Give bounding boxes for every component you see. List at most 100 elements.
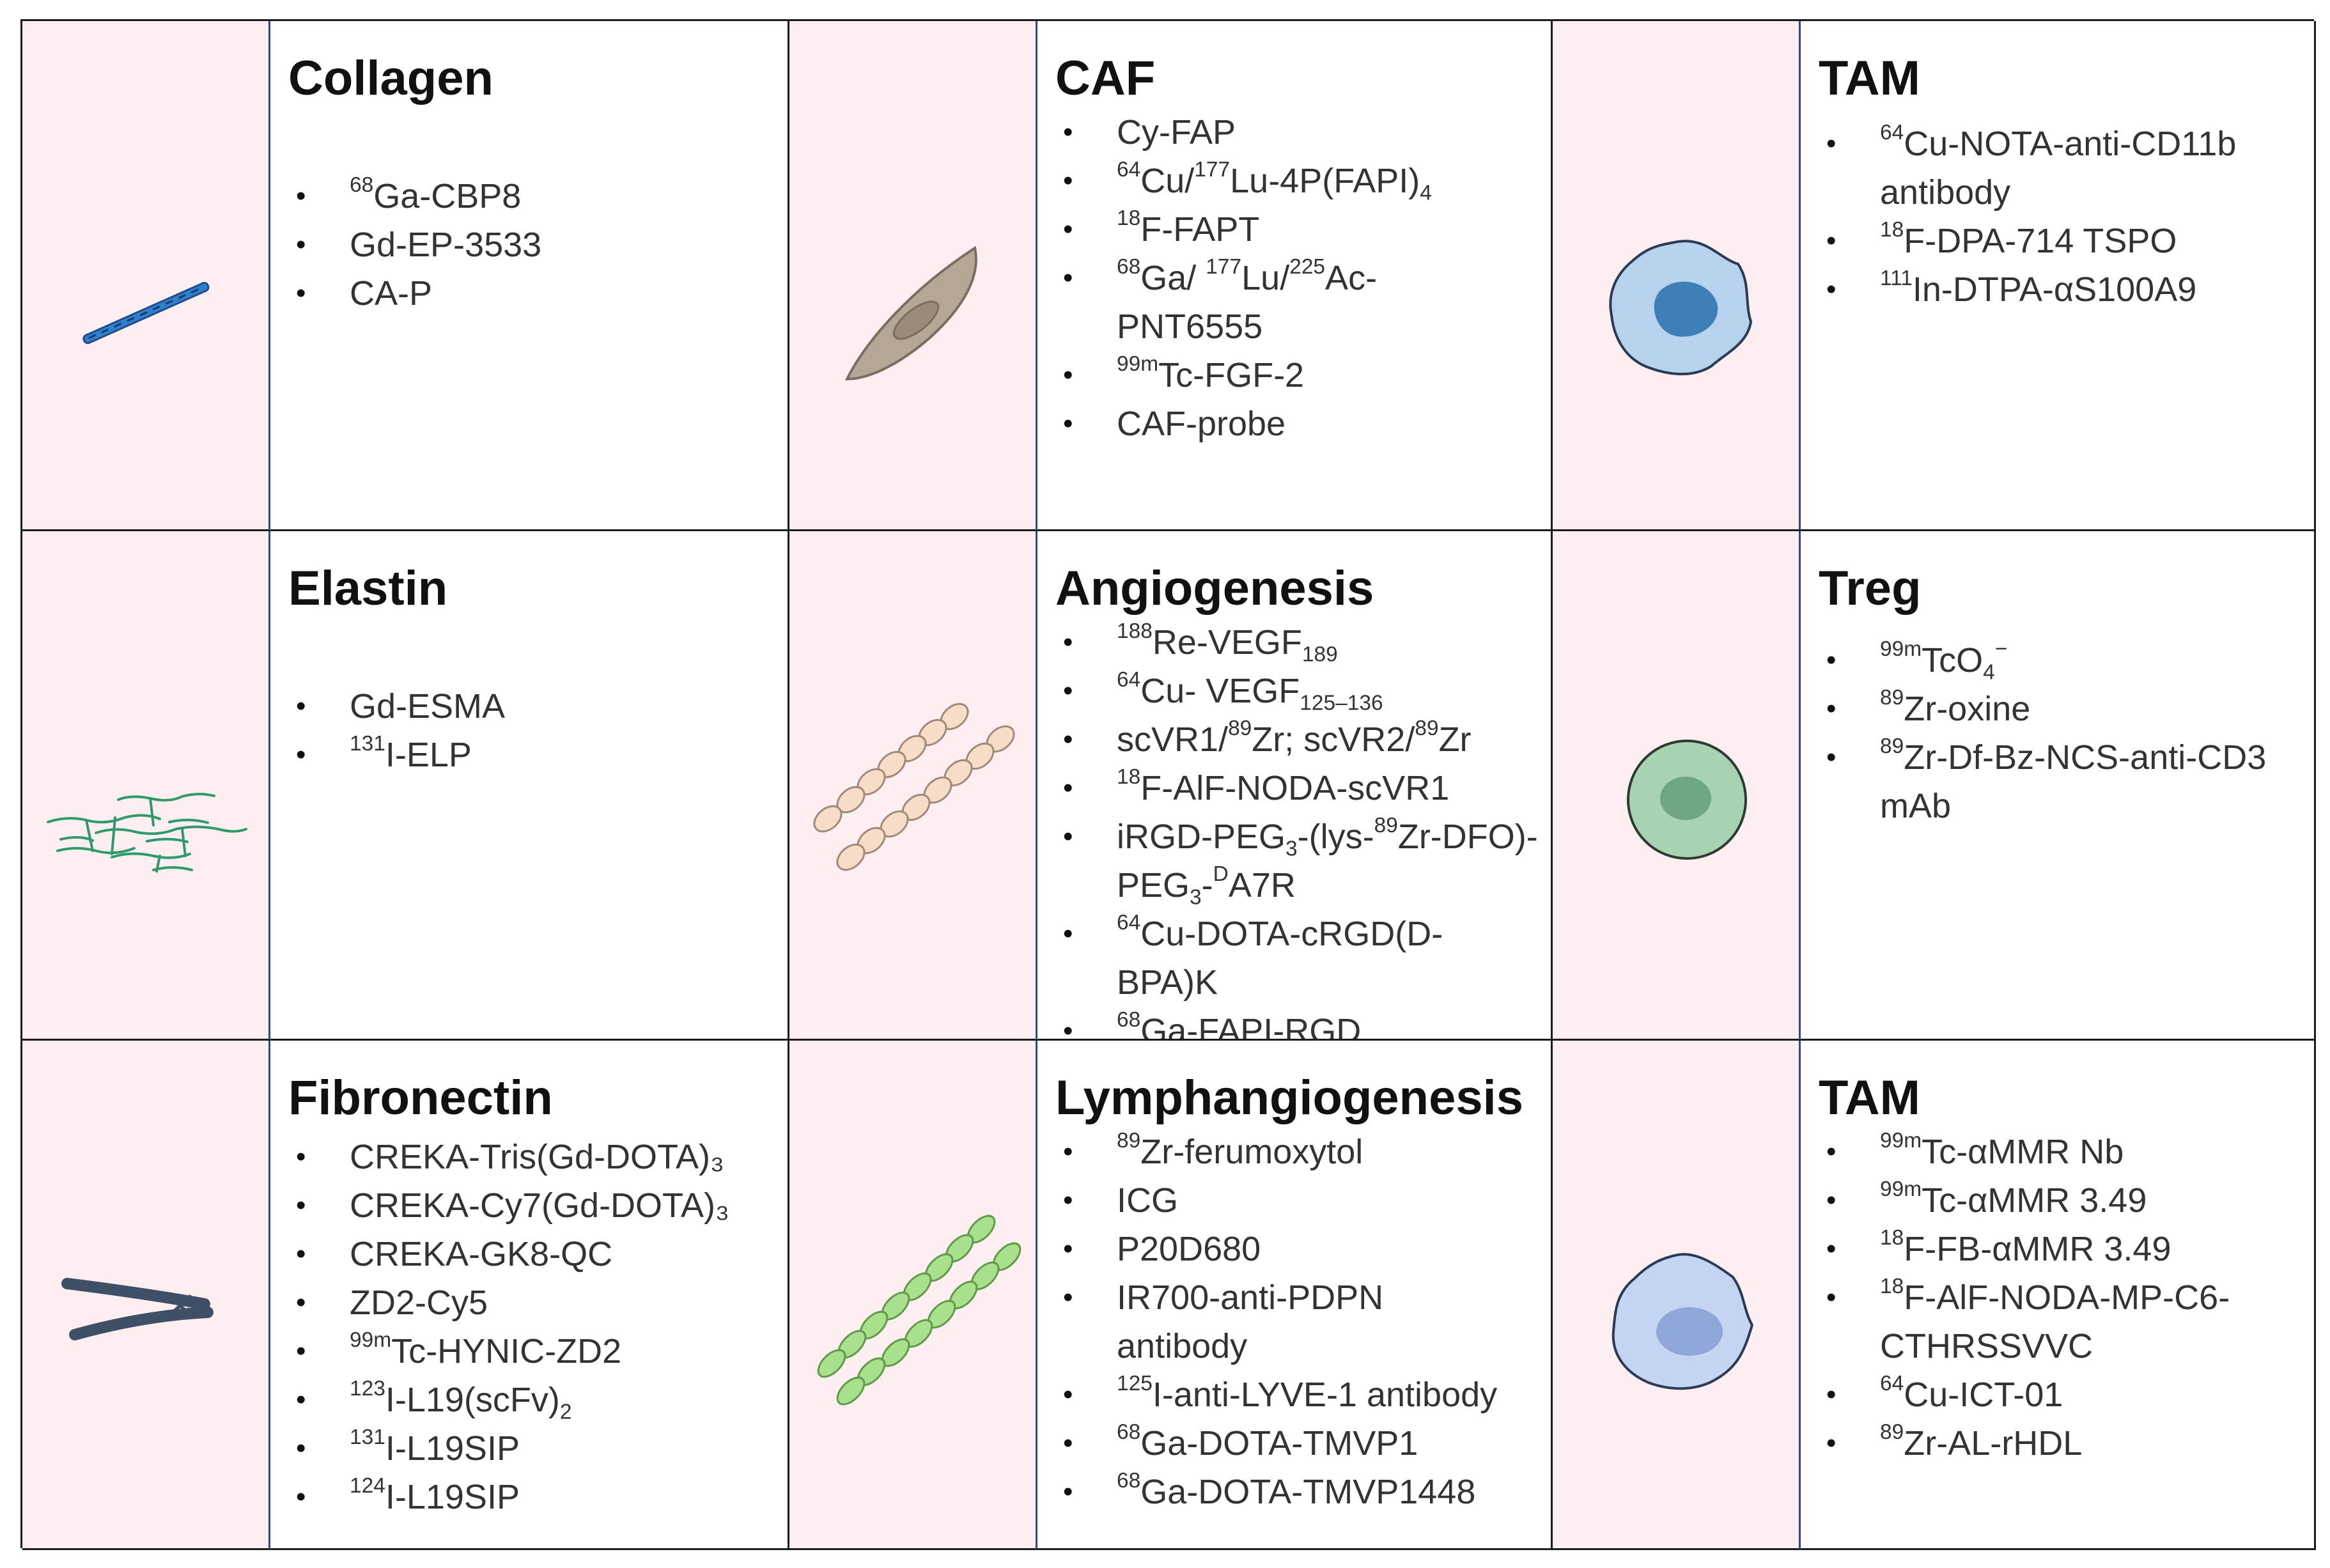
probe-text: CREKA-Tris(Gd-DOTA)₃: [350, 1138, 724, 1176]
probe-text: I-anti-LYVE-1 antibody: [1152, 1376, 1498, 1414]
probe-text: Re-VEGF: [1152, 623, 1302, 662]
probe-text: CREKA-Cy7(Gd-DOTA)₃: [350, 1186, 730, 1225]
probe-item: Gd-EP-3533: [288, 221, 775, 269]
probe-table: Collagen 68Ga-CBP8Gd-EP-3533CA-P CAF Cy-…: [20, 19, 2316, 1550]
superscript: 188: [1117, 619, 1153, 643]
fibronectin-icon-cell: [22, 1041, 270, 1550]
elastin-panel: Elastin Gd-ESMA 131I-ELP: [270, 531, 789, 1041]
probe-text: Ga-FAPI-RGD: [1140, 1012, 1362, 1041]
superscript: 131: [350, 1425, 385, 1449]
probe-list: 89Zr-ferumoxytol ICG P20D680 IR700-anti-PDP…: [1055, 1128, 1538, 1516]
superscript: 89: [1880, 734, 1904, 758]
elastin-fiber-network-icon: [47, 793, 247, 873]
probe-text: Ac-: [1325, 259, 1378, 297]
probe-item: 68Ga-DOTA-TMVP1: [1055, 1419, 1538, 1468]
category-title: Lymphangiogenesis: [1055, 1071, 1523, 1125]
probe-text: Cu-ICT-01: [1904, 1376, 2063, 1414]
collagen-fiber-icon: [82, 281, 210, 345]
superscript: 99m: [1880, 1177, 1922, 1201]
probe-item: 64Cu/177Lu-4P(FAPI)4: [1055, 157, 1538, 205]
superscript: 89: [1880, 685, 1904, 710]
subscript: 3: [1285, 837, 1298, 861]
probe-item: Cy-FAP: [1055, 108, 1538, 157]
probe-item: 99mTc-αMMR Nb: [1819, 1128, 2301, 1176]
angiogenesis-panel: Angiogenesis 188Re-VEGF18964Cu- VEGF125–…: [1037, 531, 1553, 1041]
caf-panel: CAF Cy-FAP64Cu/177Lu-4P(FAPI)418F-FAPT68…: [1037, 21, 1553, 531]
probe-text: mAb: [1880, 787, 1952, 825]
probe-item: 99mTc-FGF-2: [1055, 351, 1538, 400]
probe-list: 64Cu-NOTA-anti-CD11b antibody 18F-DPA-714 …: [1819, 120, 2301, 314]
superscript: 131: [350, 731, 385, 756]
probe-item: 89Zr-Df-Bz-NCS-anti-CD3 mAb: [1819, 733, 2301, 830]
probe-text: F-AlF-NODA-MP-C6-: [1904, 1278, 2230, 1317]
probe-list: 188Re-VEGF18964Cu- VEGF125–136 scVR1/89Zr…: [1055, 618, 1538, 1041]
subscript: 4: [1983, 660, 1995, 685]
probe-item: 99mTc-αMMR 3.49: [1819, 1176, 2301, 1225]
superscript: 18: [1117, 765, 1141, 789]
tam-bottom-icon-cell: [1553, 1041, 1801, 1550]
superscript: 225: [1289, 254, 1326, 279]
tam-top-panel: TAM 64Cu-NOTA-anti-CD11b antibody 18F-DPA-…: [1801, 21, 2316, 531]
category-title: TAM: [1819, 51, 1920, 105]
macrophage-cell-icon: [1609, 240, 1753, 376]
probe-list: Cy-FAP64Cu/177Lu-4P(FAPI)418F-FAPT68Ga/ …: [1055, 108, 1538, 448]
collagen-panel: Collagen 68Ga-CBP8 Gd-EP-3533 CA-P: [270, 21, 789, 531]
probe-text: ICG: [1117, 1181, 1179, 1220]
probe-item: 99mTc-HYNIC-ZD2: [288, 1327, 775, 1376]
probe-item: Gd-ESMA: [288, 682, 775, 731]
probe-item: 89Zr-AL-rHDL: [1819, 1419, 2301, 1468]
superscript: 64: [1880, 120, 1904, 144]
probe-text: CA-P: [350, 274, 433, 313]
treg-icon-cell: [1553, 531, 1801, 1041]
probe-text: Ga-DOTA-TMVP1448: [1140, 1473, 1476, 1511]
probe-item: ICG: [1055, 1176, 1538, 1225]
category-title: Collagen: [288, 51, 493, 105]
category-title: Elastin: [288, 561, 448, 616]
probe-text: Cy-FAP: [1117, 113, 1236, 151]
superscript: 111: [1880, 266, 1913, 290]
probe-text: PNT6555: [1117, 307, 1263, 346]
lymphatic-vessel-icon: [817, 1215, 1021, 1406]
probe-text: Tc-αMMR Nb: [1922, 1133, 2124, 1171]
probe-text: F-FAPT: [1140, 210, 1260, 249]
probe-text: I-L19(scFv): [385, 1381, 560, 1419]
probe-item: 188Re-VEGF189: [1055, 618, 1538, 667]
probe-item: 18F-FAPT: [1055, 205, 1538, 254]
collagen-icon-cell: [22, 21, 270, 531]
probe-text: Tc-FGF-2: [1158, 356, 1305, 394]
subscript: 189: [1301, 642, 1338, 667]
tam-bottom-panel: TAM 99mTc-αMMR Nb99mTc-αMMR 3.4918F-FB-α…: [1801, 1041, 2316, 1550]
superscript: 99m: [1880, 637, 1922, 661]
probe-text: Zr-oxine: [1904, 690, 2031, 728]
probe-text: scVR1/: [1117, 720, 1229, 759]
probe-text: iRGD-PEG: [1117, 818, 1286, 856]
probe-text: I-L19SIP: [385, 1478, 520, 1516]
probe-item: 123I-L19(scFv)2: [288, 1376, 775, 1424]
probe-text: PEG: [1117, 866, 1190, 904]
probe-text: A7R: [1228, 866, 1296, 904]
probe-item: 64Cu-DOTA-cRGD(D-BPA)K: [1055, 910, 1538, 1007]
superscript: 124: [350, 1473, 385, 1498]
superscript: 18: [1880, 1274, 1904, 1298]
probe-text: Gd-EP-3533: [350, 226, 542, 264]
probe-item: IR700-anti-PDPN antibody: [1055, 1273, 1538, 1370]
superscript: 123: [350, 1376, 385, 1401]
superscript: 68: [1117, 1007, 1141, 1032]
superscript: D: [1213, 862, 1229, 886]
probe-text: CREKA-GK8-QC: [350, 1235, 613, 1273]
probe-item: 68Ga-CBP8: [288, 172, 775, 221]
treg-panel: Treg 99mTcO4−89Zr-oxine89Zr-Df-Bz-NCS-an…: [1801, 531, 2316, 1041]
probe-text: Zr: [1438, 720, 1472, 759]
superscript: 64: [1117, 910, 1141, 935]
probe-item: 64Cu- VEGF125–136: [1055, 667, 1538, 715]
superscript: 89: [1415, 716, 1439, 740]
caf-icon-cell: [789, 21, 1037, 531]
probe-item: 18F-AlF-NODA-scVR1: [1055, 764, 1538, 812]
superscript: 68: [1117, 254, 1141, 279]
probe-text: Gd-ESMA: [350, 687, 506, 726]
superscript: 64: [1117, 157, 1141, 182]
fibroblast-cell-icon: [844, 245, 977, 381]
superscript: 177: [1194, 157, 1231, 182]
probe-item: 89Zr-oxine: [1819, 685, 2301, 733]
probe-text: Zr; scVR2/: [1252, 720, 1415, 759]
